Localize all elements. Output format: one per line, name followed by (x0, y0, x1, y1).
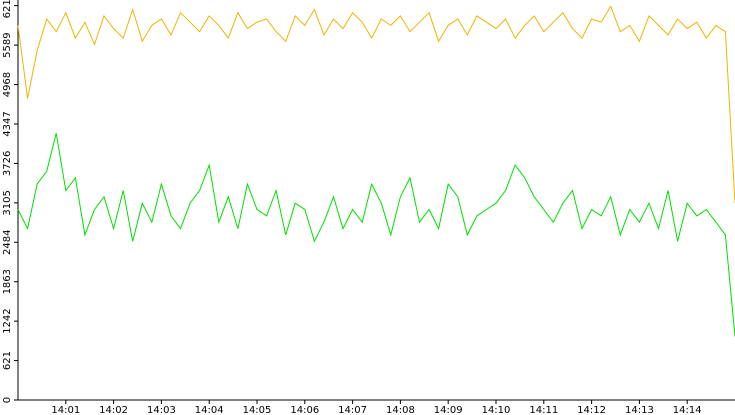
y-tick-label: 6211 (2, 0, 13, 18)
x-tick-label: 14:01 (51, 405, 80, 415)
x-tick-label: 14:03 (147, 405, 176, 415)
x-tick-label: 14:12 (577, 405, 606, 415)
x-tick-label: 14:14 (673, 405, 702, 415)
y-tick-label: 5589 (2, 32, 13, 57)
x-tick-label: 14:02 (99, 405, 128, 415)
y-tick-label: 3726 (2, 151, 13, 176)
series-line (17, 133, 735, 337)
y-tick-label: 2484 (2, 230, 13, 255)
y-tick-label: 1242 (2, 308, 13, 333)
y-tick-label: 0 (2, 397, 13, 403)
x-tick-label: 14:07 (338, 405, 367, 415)
x-tick-label: 14:13 (625, 405, 654, 415)
x-tick-label: 14:06 (290, 405, 319, 415)
x-tick-label: 14:09 (434, 405, 463, 415)
series-line (17, 5, 735, 204)
x-tick-label: 14:11 (529, 405, 558, 415)
y-tick-label: 3105 (2, 190, 13, 215)
x-tick-label: 14:10 (482, 405, 511, 415)
x-tick-label: 14:08 (386, 405, 415, 415)
x-tick-label: 14:04 (195, 405, 224, 415)
y-tick-label: 621 (2, 351, 13, 370)
x-tick-label: 14:05 (243, 405, 272, 415)
y-tick-label: 4347 (2, 111, 13, 136)
y-tick-label: 1863 (2, 269, 13, 294)
y-tick-label: 4968 (2, 72, 13, 97)
